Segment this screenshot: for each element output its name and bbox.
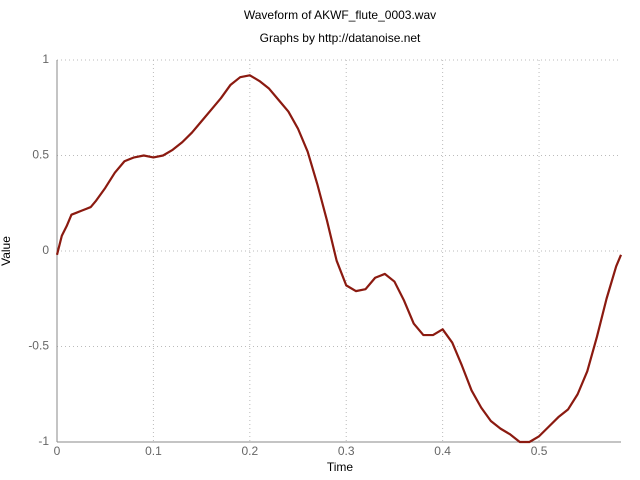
x-tick-label: 0.1 xyxy=(145,444,162,458)
data-line xyxy=(55,74,623,444)
x-tick-label: 0 xyxy=(54,444,61,458)
y-axis-label: Value xyxy=(0,236,13,266)
y-tick-label: -0.5 xyxy=(28,339,49,353)
y-tick-label: -1 xyxy=(38,434,49,448)
y-tick-label: 0.5 xyxy=(32,148,49,162)
x-tick-label: 0.2 xyxy=(241,444,258,458)
y-tick-label: 1 xyxy=(42,52,49,66)
chart-title: Waveform of AKWF_flute_0003.wav xyxy=(244,8,436,22)
x-tick-label: 0.3 xyxy=(338,444,355,458)
x-axis-label: Time xyxy=(327,460,354,474)
chart-subtitle: Graphs by http://datanoise.net xyxy=(260,31,421,45)
x-tick-label: 0.5 xyxy=(531,444,548,458)
x-tick-label: 0.4 xyxy=(434,444,451,458)
y-tick-label: 0 xyxy=(42,243,49,257)
